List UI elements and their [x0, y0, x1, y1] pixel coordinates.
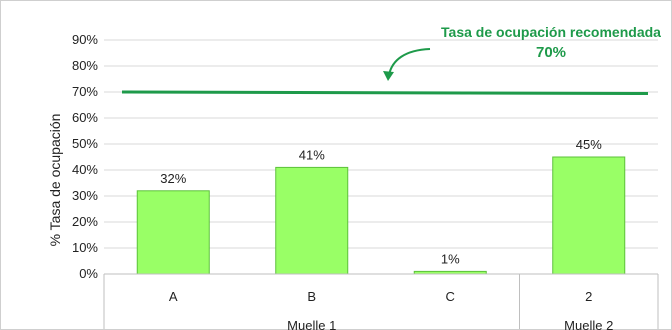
bar — [136, 190, 210, 275]
y-tick-label: 30% — [72, 188, 98, 203]
x-tick-label: B — [307, 289, 316, 304]
data-label: 1% — [441, 251, 460, 266]
annotation-arrow — [388, 48, 431, 76]
reference-annotation-title: Tasa de ocupación recomendada — [441, 24, 661, 40]
bars — [136, 156, 626, 275]
y-tick-label: 90% — [72, 32, 98, 47]
x-tick-label: A — [169, 289, 178, 304]
y-tick-label: 70% — [72, 84, 98, 99]
x-group-label: Muelle 1 — [287, 318, 336, 330]
x-axis: A B C 2 Muelle 1 Muelle 2 — [103, 273, 659, 330]
y-tick-label: 10% — [72, 240, 98, 255]
data-label: 41% — [299, 147, 325, 162]
y-tick-label: 0% — [79, 266, 98, 281]
y-axis-title: % Tasa de ocupación — [47, 114, 63, 247]
bar — [552, 156, 626, 275]
y-tick-label: 50% — [72, 136, 98, 151]
reference-line — [121, 90, 649, 95]
x-tick-label: C — [446, 289, 455, 304]
data-label: 32% — [160, 171, 186, 186]
x-tick-label: 2 — [585, 289, 592, 304]
data-label: 45% — [576, 137, 602, 152]
y-tick-label: 60% — [72, 110, 98, 125]
bar — [275, 166, 349, 275]
y-tick-label: 80% — [72, 58, 98, 73]
reference-line-group — [121, 90, 649, 95]
annotation-arrowhead — [383, 71, 394, 81]
y-axis-ticks: 0% 10% 20% 30% 40% 50% 60% 70% 80% 90% — [72, 32, 98, 281]
y-tick-label: 20% — [72, 214, 98, 229]
reference-annotation-value: 70% — [536, 44, 566, 61]
x-group-label: Muelle 2 — [564, 318, 613, 330]
data-labels: 32% 41% 1% 45% — [160, 137, 602, 266]
y-tick-label: 40% — [72, 162, 98, 177]
